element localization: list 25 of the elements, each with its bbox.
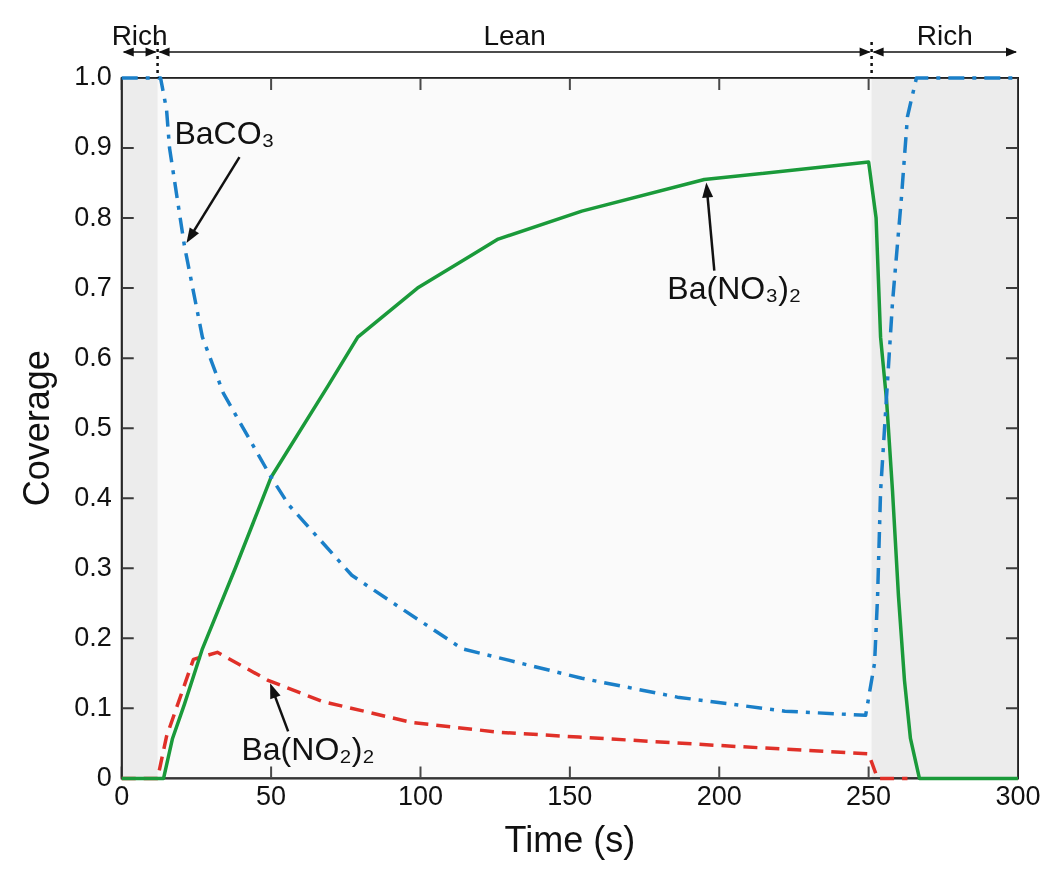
y-axis-title: Coverage: [15, 350, 57, 507]
annotation: BaCO₃: [174, 114, 275, 151]
x-tick-label: 300: [995, 781, 1041, 812]
annotation: Ba(NO₂)₂: [241, 731, 375, 768]
y-tick-label: 1.0: [74, 61, 112, 92]
x-tick-label: 100: [397, 781, 444, 812]
x-axis-title: Time (s): [504, 819, 636, 861]
y-tick-label: 0.4: [74, 481, 112, 512]
band-label: Rich: [111, 20, 168, 51]
y-tick-label: 0.6: [74, 341, 112, 372]
x-tick-label: 50: [256, 781, 287, 812]
y-tick-label: 0.2: [74, 621, 112, 652]
band-label: Rich: [916, 20, 973, 51]
y-tick-label: 0.7: [74, 271, 112, 302]
x-tick-label: 250: [846, 781, 892, 812]
annotation: Ba(NO₃)₂: [667, 270, 802, 307]
x-tick-label: 150: [547, 781, 593, 812]
y-tick-label: 0.3: [74, 551, 112, 582]
y-tick-label: 0.9: [74, 131, 112, 162]
y-tick-label: 0.8: [74, 201, 112, 232]
x-tick-label: 200: [696, 781, 742, 812]
band-label: Lean: [483, 20, 546, 51]
y-tick-label: 0: [96, 761, 112, 792]
y-tick-label: 0.1: [74, 691, 112, 722]
y-tick-label: 0.5: [74, 411, 112, 442]
